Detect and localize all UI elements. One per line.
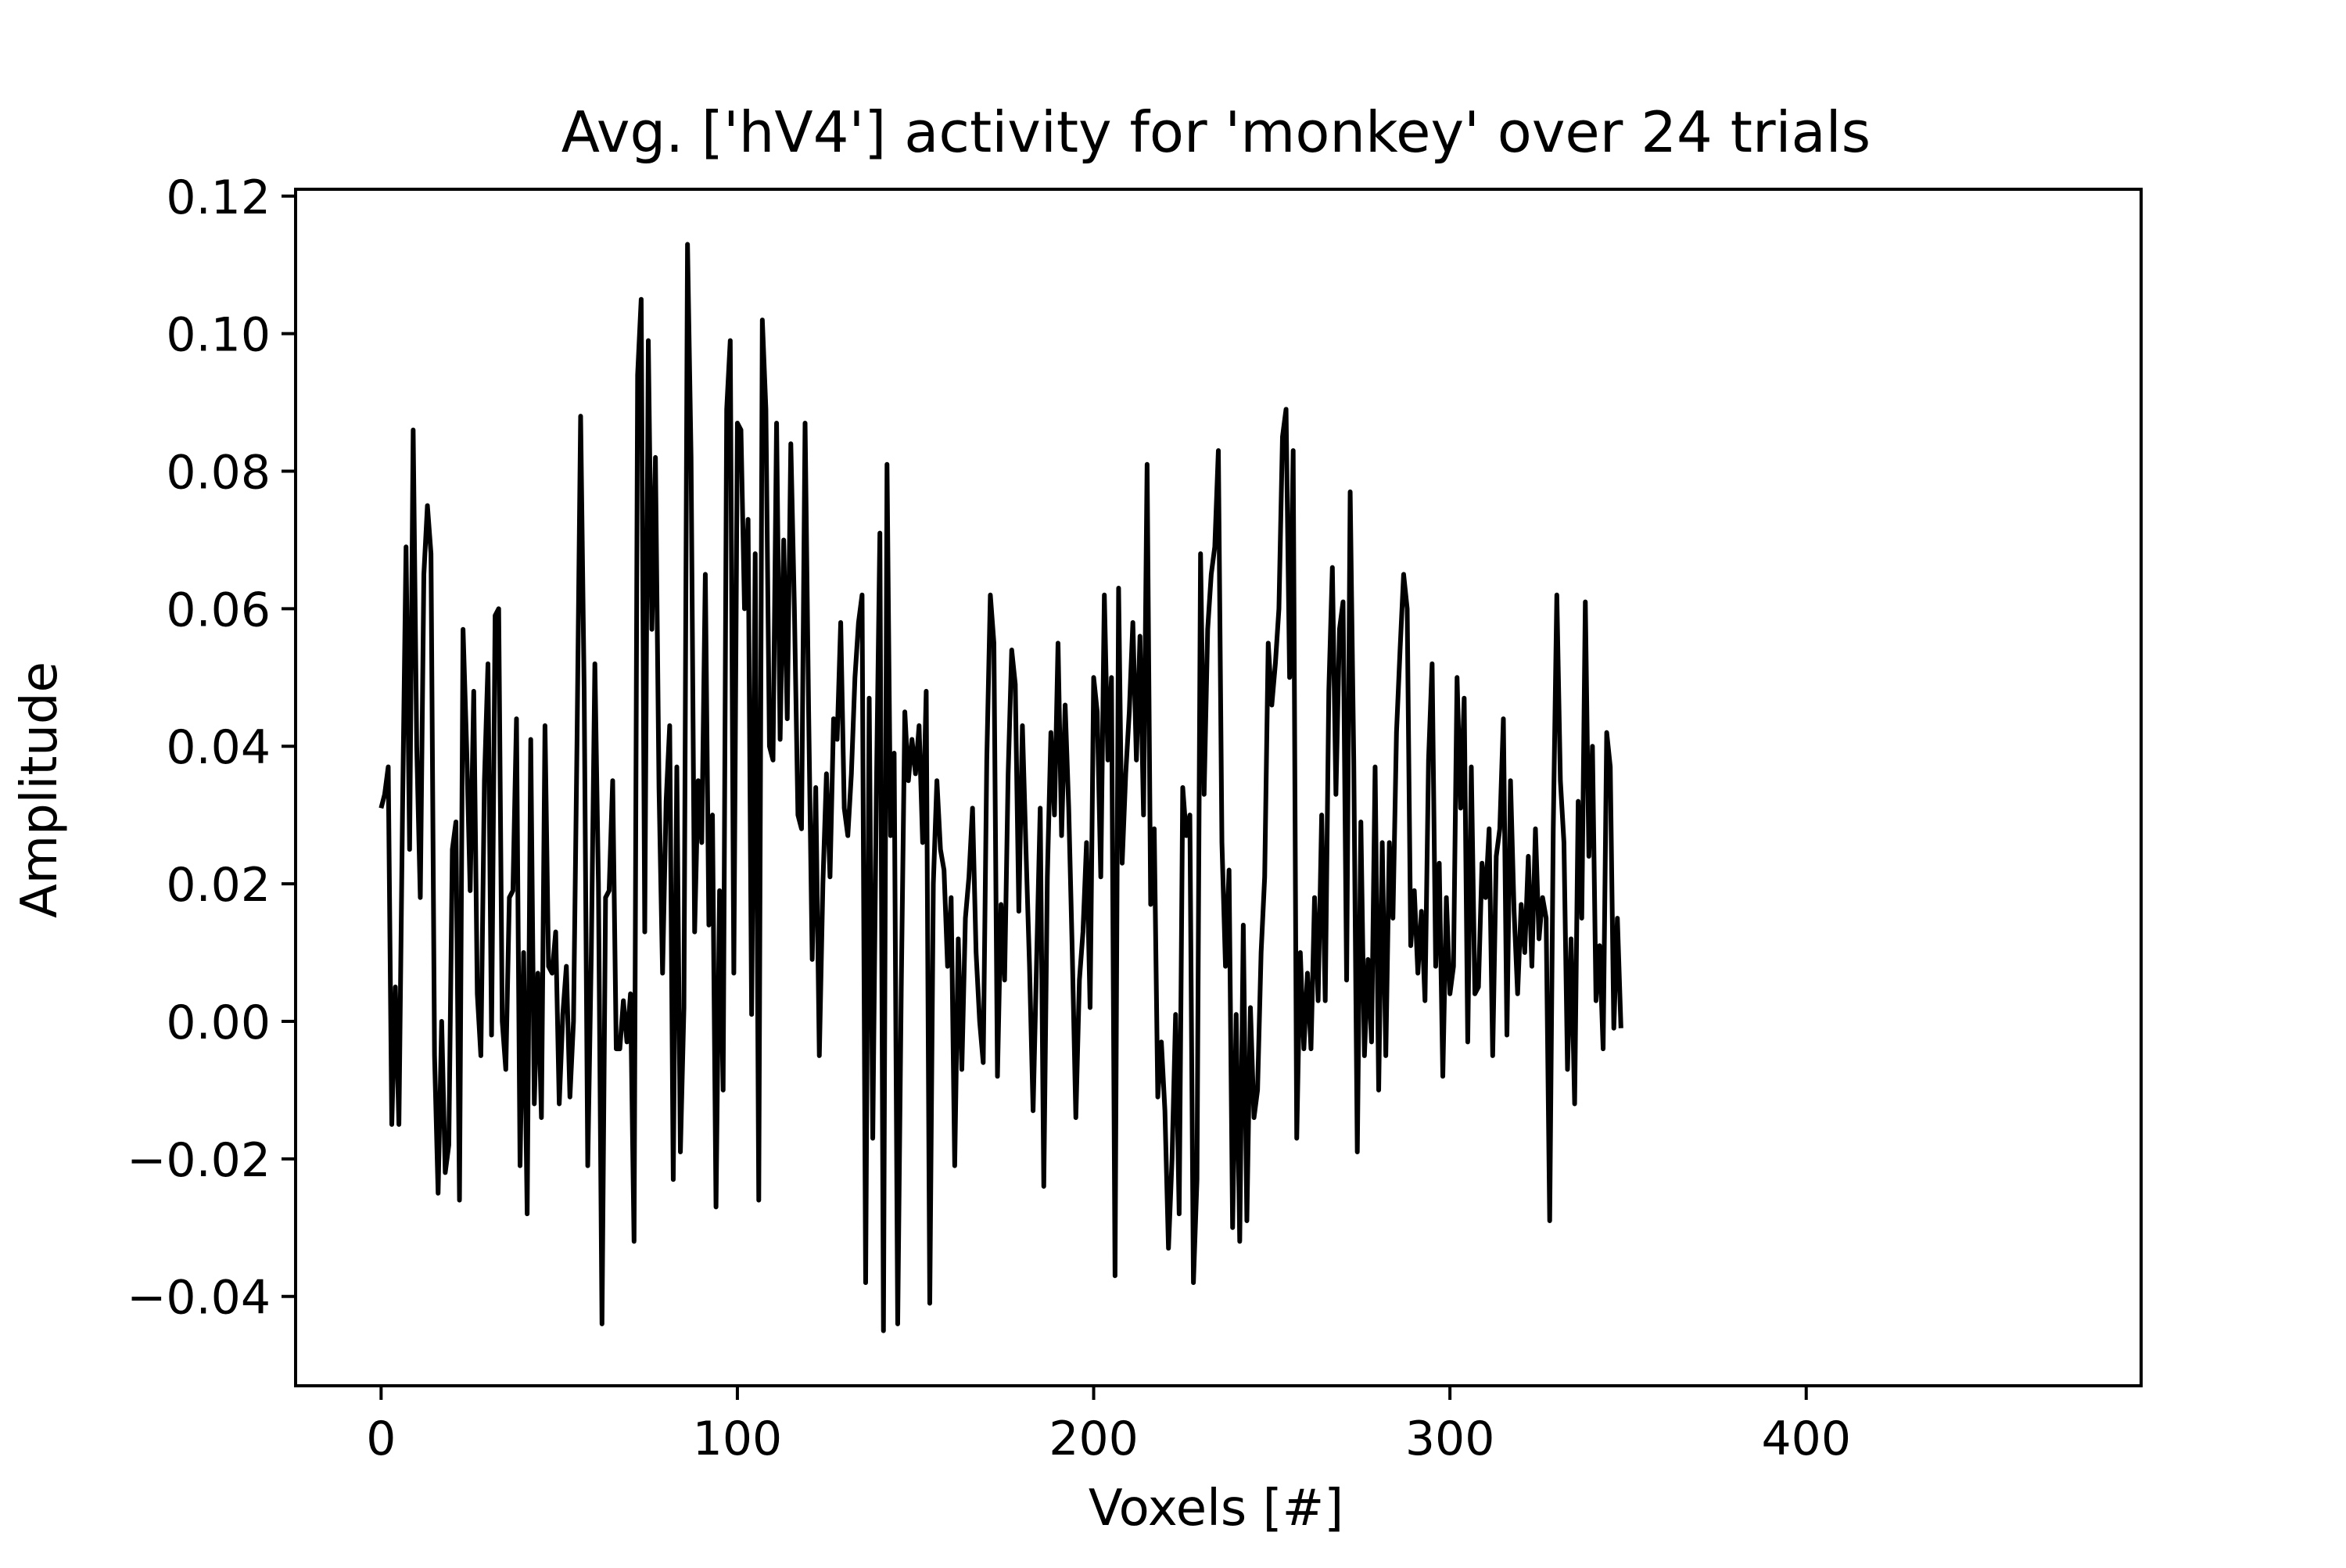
- x-tick-label: 300: [1405, 1412, 1495, 1466]
- y-tick-label: 0.12: [166, 170, 271, 225]
- chart-title: Avg. ['hV4'] activity for 'monkey' over …: [561, 99, 1871, 165]
- x-tick-label: 100: [693, 1412, 783, 1466]
- y-tick-label: 0.08: [166, 446, 271, 501]
- y-axis-ticks: −0.04 −0.02 0.00 0.02 0.04 0.06 0.08 0.10 0.12: [127, 170, 296, 1326]
- series-line: [378, 242, 1623, 1333]
- x-tick-label: 400: [1761, 1412, 1851, 1466]
- plot-frame: [294, 188, 2143, 1387]
- x-tick-label: 0: [366, 1412, 396, 1466]
- x-axis-ticks: 0 100 200 300 400: [366, 1386, 1851, 1466]
- x-tick-label: 200: [1049, 1412, 1139, 1466]
- x-axis-label: Voxels [#]: [1089, 1480, 1343, 1538]
- y-tick-label: 0.00: [166, 996, 271, 1050]
- y-tick-label: −0.02: [127, 1133, 271, 1188]
- y-tick-label: 0.02: [166, 858, 271, 913]
- y-tick-label: −0.04: [127, 1271, 271, 1326]
- y-tick-label: 0.06: [166, 583, 271, 637]
- y-tick-label: 0.10: [166, 308, 271, 363]
- y-tick-label: 0.04: [166, 720, 271, 775]
- plot-area: [378, 242, 1623, 1333]
- y-axis-label: Amplitude: [11, 662, 69, 918]
